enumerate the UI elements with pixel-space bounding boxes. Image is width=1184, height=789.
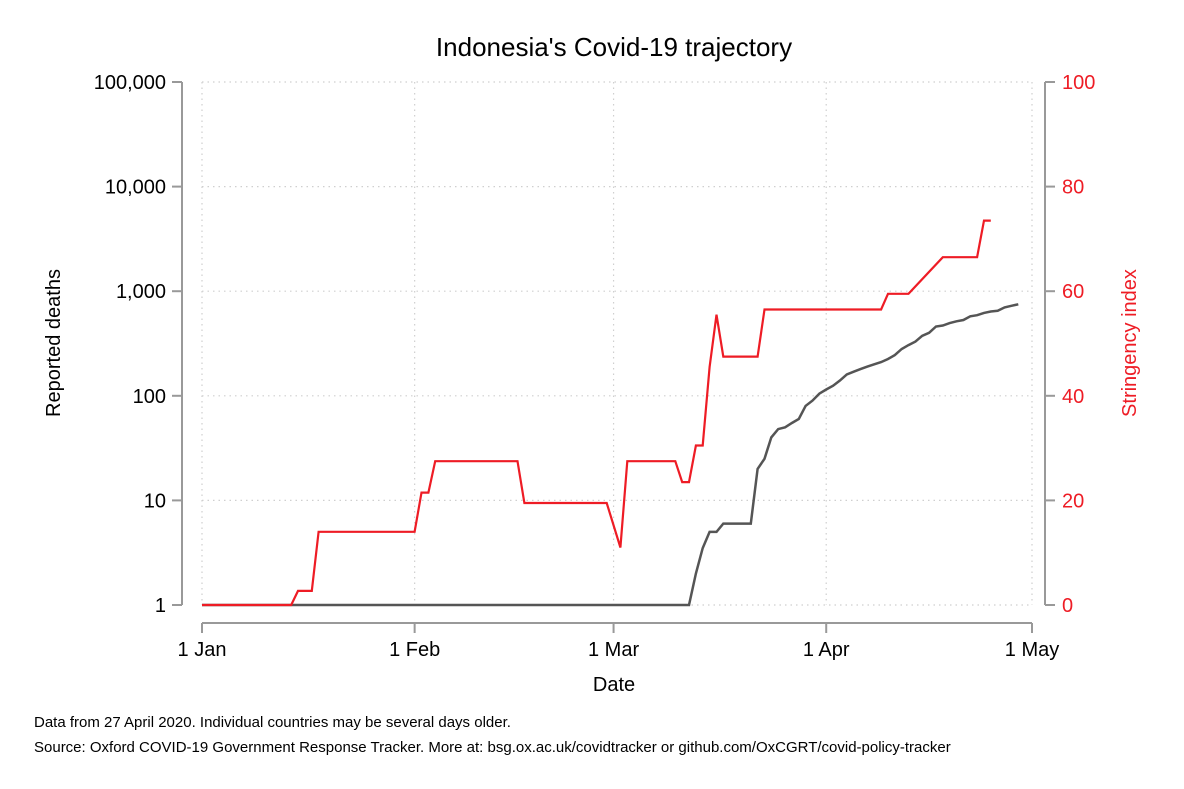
reported-deaths-line — [202, 303, 1019, 607]
x-tick-label: 1 Jan — [178, 639, 227, 661]
x-axis-ticks: 1 Jan 1 Feb 1 Mar 1 Apr 1 May — [178, 623, 1059, 661]
footnote-data-date: Data from 27 April 2020. Individual coun… — [34, 714, 511, 731]
left-tick-label: 1 — [155, 595, 166, 617]
x-axis-title: Date — [593, 674, 635, 696]
left-tick-label: 10 — [144, 490, 166, 512]
chart-title: Indonesia's Covid-19 trajectory — [436, 32, 792, 62]
x-tick-label: 1 Feb — [389, 639, 440, 661]
stringency-index-line — [202, 219, 991, 607]
left-tick-label: 100,000 — [94, 72, 166, 94]
y-right-axis-title: Stringency index — [1119, 269, 1141, 417]
footnote-source: Source: Oxford COVID-19 Government Respo… — [34, 739, 951, 756]
y-left-axis-title: Reported deaths — [43, 269, 65, 417]
right-axis-ticks: 0 20 40 60 80 100 — [1045, 72, 1095, 617]
left-tick-label: 1,000 — [116, 281, 166, 303]
left-tick-label: 10,000 — [105, 177, 166, 199]
left-tick-label: 100 — [133, 386, 166, 408]
x-tick-label: 1 May — [1005, 639, 1059, 661]
right-tick-label: 40 — [1062, 386, 1084, 408]
right-tick-label: 60 — [1062, 281, 1084, 303]
right-tick-label: 20 — [1062, 490, 1084, 512]
x-tick-label: 1 Apr — [803, 639, 850, 661]
right-tick-label: 80 — [1062, 177, 1084, 199]
left-axis-ticks: 1 10 100 1,000 10,000 100,000 — [94, 72, 182, 617]
x-tick-label: 1 Mar — [588, 639, 639, 661]
grid-lines — [201, 81, 1033, 606]
right-tick-label: 100 — [1062, 72, 1095, 94]
series-lines — [202, 219, 1019, 607]
right-tick-label: 0 — [1062, 595, 1073, 617]
